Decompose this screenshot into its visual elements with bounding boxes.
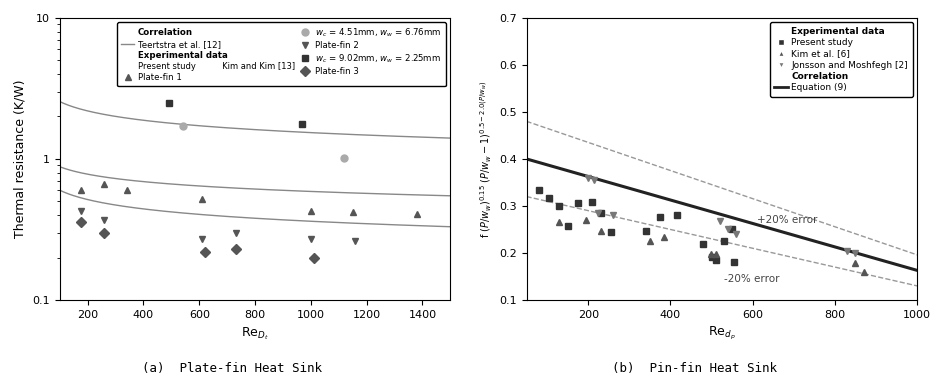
Text: (b)  Pin-fin Heat Sink: (b) Pin-fin Heat Sink [612, 362, 776, 375]
Y-axis label: Thermal resistance (K/W): Thermal resistance (K/W) [14, 80, 26, 238]
X-axis label: Re$_{D_t}$: Re$_{D_t}$ [241, 325, 269, 342]
Text: +20% error: +20% error [756, 215, 817, 226]
Legend: Experimental data, Present study, Kim et al. [6], Jonsson and Moshfegh [2], Corr: Experimental data, Present study, Kim et… [769, 22, 912, 97]
Text: (a)  Plate-fin Heat Sink: (a) Plate-fin Heat Sink [142, 362, 321, 375]
X-axis label: Re$_{d_p}$: Re$_{d_p}$ [707, 325, 734, 342]
Text: -20% error: -20% error [723, 274, 779, 284]
Y-axis label: f $(P/w_w)^{0.15}$ $(P/w_w - 1)^{0.5-2.0(P/w_w)}$: f $(P/w_w)^{0.15}$ $(P/w_w - 1)^{0.5-2.0… [478, 80, 493, 238]
Legend: Correlation, Teertstra et al. [12], Experimental data, Present study          Ki: Correlation, Teertstra et al. [12], Expe… [117, 22, 446, 86]
